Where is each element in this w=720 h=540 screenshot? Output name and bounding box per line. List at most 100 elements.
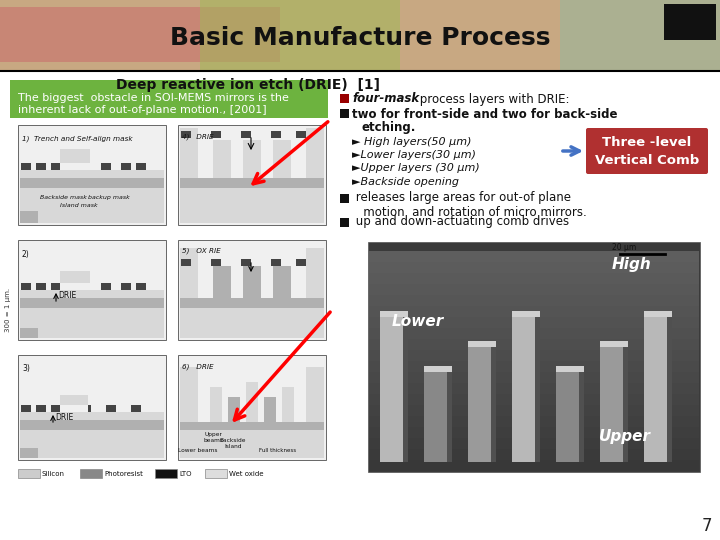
Bar: [20, 178, 164, 188]
Text: motion  and rotation of micro mirrors.: motion and rotation of micro mirrors.: [352, 206, 587, 219]
Bar: [20, 308, 164, 338]
Text: inherent lack of out-of-plane motion., [2001]: inherent lack of out-of-plane motion., […: [18, 105, 266, 115]
Text: Deep reactive ion etch (DRIE)  [1]: Deep reactive ion etch (DRIE) [1]: [116, 78, 380, 92]
Bar: [136, 283, 146, 290]
Bar: [512, 311, 540, 317]
Text: ►Backside opening: ►Backside opening: [352, 177, 459, 187]
Bar: [424, 372, 452, 462]
Bar: [535, 317, 540, 462]
Text: ►Upper layers (30 μm): ►Upper layers (30 μm): [352, 163, 480, 173]
Bar: [20, 170, 164, 178]
Text: etching.: etching.: [362, 122, 416, 134]
Bar: [556, 366, 584, 372]
Text: ► High layers(50 μm): ► High layers(50 μm): [352, 137, 472, 147]
Bar: [60, 283, 90, 290]
Bar: [10, 80, 328, 118]
Bar: [180, 430, 324, 458]
Bar: [60, 405, 88, 412]
Bar: [178, 355, 326, 460]
Bar: [211, 259, 221, 266]
Text: Backside mask: Backside mask: [40, 195, 87, 200]
Bar: [369, 394, 699, 405]
Bar: [180, 367, 198, 422]
Bar: [18, 469, 40, 478]
Bar: [20, 430, 164, 458]
Text: process layers with DRIE:: process layers with DRIE:: [416, 92, 570, 105]
Bar: [282, 387, 294, 422]
Bar: [369, 295, 699, 306]
Bar: [180, 128, 198, 178]
Bar: [180, 188, 324, 223]
Bar: [340, 194, 349, 203]
Text: up and down-actuating comb drives: up and down-actuating comb drives: [352, 215, 569, 228]
Bar: [205, 469, 227, 478]
Bar: [213, 266, 231, 298]
Text: backup mask: backup mask: [88, 195, 130, 200]
Bar: [18, 125, 166, 225]
Bar: [667, 317, 672, 462]
Bar: [369, 339, 699, 350]
Bar: [556, 372, 584, 462]
Bar: [264, 397, 276, 422]
FancyBboxPatch shape: [586, 128, 708, 174]
Bar: [273, 140, 291, 178]
Bar: [180, 308, 324, 338]
Text: Wet oxide: Wet oxide: [229, 470, 264, 476]
Bar: [180, 422, 324, 430]
Bar: [273, 266, 291, 298]
Bar: [181, 131, 191, 138]
Text: releases large areas for out-of plane: releases large areas for out-of plane: [352, 192, 571, 205]
Bar: [180, 248, 198, 298]
Bar: [306, 128, 324, 178]
Text: 1)  Trench and Self-align mask: 1) Trench and Self-align mask: [22, 135, 132, 141]
Bar: [60, 395, 88, 405]
Text: LTO: LTO: [179, 470, 192, 476]
Text: Photoresist: Photoresist: [104, 470, 143, 476]
Bar: [369, 449, 699, 460]
Bar: [21, 405, 31, 412]
Bar: [600, 347, 628, 462]
Text: DRIE: DRIE: [55, 414, 73, 422]
Bar: [213, 140, 231, 178]
Bar: [296, 131, 306, 138]
Bar: [20, 328, 38, 338]
Bar: [18, 355, 166, 460]
Bar: [20, 188, 164, 223]
Bar: [121, 283, 131, 290]
Bar: [369, 328, 699, 339]
Bar: [51, 163, 61, 170]
Bar: [155, 469, 177, 478]
Bar: [241, 259, 251, 266]
Text: Full thickness: Full thickness: [259, 448, 297, 453]
Bar: [51, 405, 61, 412]
Bar: [369, 438, 699, 449]
Text: 300 = 1 μm.: 300 = 1 μm.: [5, 288, 11, 332]
Bar: [403, 317, 408, 462]
Bar: [340, 94, 349, 103]
Bar: [271, 131, 281, 138]
Bar: [340, 109, 349, 118]
Bar: [644, 317, 672, 462]
Bar: [106, 405, 116, 412]
Text: 5)   OX RIE: 5) OX RIE: [182, 248, 221, 254]
Bar: [200, 0, 400, 72]
Bar: [178, 125, 326, 225]
Text: Island mask: Island mask: [60, 203, 98, 208]
Bar: [60, 271, 90, 283]
Bar: [76, 283, 86, 290]
Bar: [380, 317, 408, 462]
Bar: [380, 311, 408, 317]
Bar: [76, 163, 86, 170]
Bar: [306, 248, 324, 298]
Bar: [60, 163, 90, 170]
Text: 3): 3): [22, 364, 30, 373]
Bar: [20, 290, 164, 298]
Text: four-mask: four-mask: [352, 92, 419, 105]
Bar: [369, 284, 699, 295]
Bar: [369, 251, 699, 262]
Bar: [0, 7, 280, 62]
Bar: [81, 405, 91, 412]
Text: Basic Manufacture Process: Basic Manufacture Process: [170, 26, 550, 50]
Bar: [21, 163, 31, 170]
Bar: [246, 382, 258, 422]
